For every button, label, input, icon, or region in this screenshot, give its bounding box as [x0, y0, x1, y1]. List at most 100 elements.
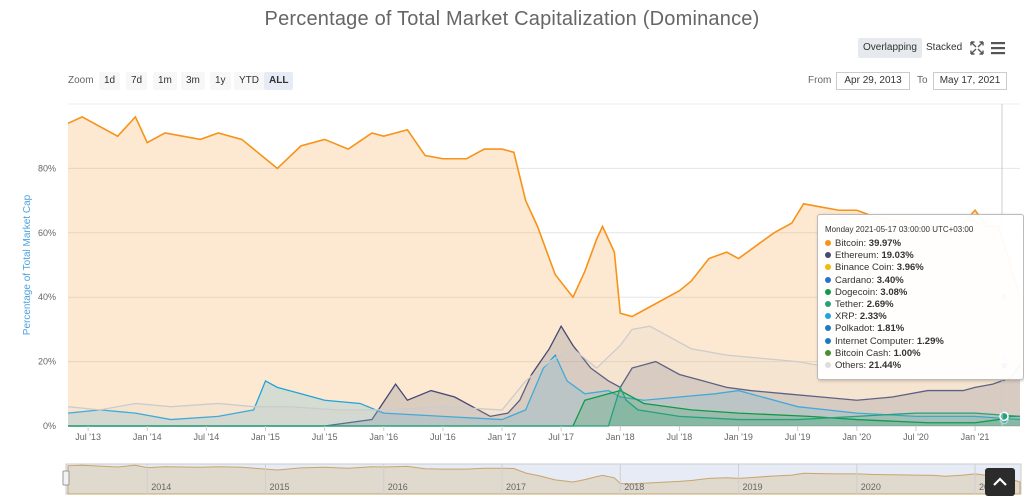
chart-tooltip: Monday 2021-05-17 03:00:00 UTC+03:00 Bit… — [817, 214, 1024, 380]
tooltip-series-value: 1.29% — [916, 335, 944, 347]
tooltip-series-value: 3.96% — [896, 262, 924, 274]
y-tick-label: 0% — [43, 421, 56, 431]
range-from-label: From — [808, 75, 832, 86]
tooltip-row: Polkadot: 1.81% — [825, 323, 904, 334]
expand-icon[interactable] — [968, 39, 986, 57]
series-dot-icon — [825, 276, 831, 283]
x-tick-label: Jul '20 — [903, 432, 929, 442]
tooltip-series-value: 21.44% — [868, 360, 902, 371]
tooltip-series-name: XRP: — [835, 311, 860, 323]
zoom-all-button[interactable]: ALL — [264, 72, 294, 90]
zoom-label: Zoom — [68, 75, 94, 86]
series-dot-icon — [825, 325, 831, 332]
tooltip-row: Others: 21.44% — [825, 360, 901, 371]
x-tick-label: Jan '19 — [724, 432, 753, 442]
x-tick-label: Jan '17 — [488, 432, 517, 442]
range-to-label: To — [917, 75, 928, 86]
tooltip-row: Binance Coin: 3.96% — [825, 262, 924, 273]
tooltip-series-name: Tether: — [835, 299, 867, 310]
ethereum-area — [68, 326, 1020, 426]
tooltip-row: Dogecoin: 3.08% — [825, 287, 907, 298]
tooltip-series-name: Polkadot: — [835, 323, 878, 335]
zoom-1y-button[interactable]: 1y — [210, 72, 231, 90]
tooltip-series-name: Cardano: — [835, 274, 877, 286]
y-tick-label: 80% — [38, 163, 56, 173]
tooltip-row: XRP: 2.33% — [825, 311, 887, 322]
tooltip-row: Tether: 2.69% — [825, 299, 894, 310]
x-tick-label: Jul '19 — [785, 432, 811, 442]
tooltip-row: Ethereum: 19.03% — [825, 250, 914, 261]
tooltip-series-value: 39.97% — [868, 238, 902, 249]
navigator-tick-label: 2017 — [506, 482, 526, 492]
x-tick-label: Jul '13 — [75, 432, 101, 442]
tooltip-series-name: Others: — [835, 360, 869, 371]
dogecoin-line — [68, 389, 1020, 427]
tooltip-series-name: Bitcoin: — [835, 238, 869, 249]
tooltip-series-name: Binance Coin: — [835, 262, 897, 274]
series-dot-icon — [825, 252, 831, 259]
tooltip-row: Bitcoin: 39.97% — [825, 238, 901, 249]
chart-title: Percentage of Total Market Capitalizatio… — [264, 8, 760, 30]
navigator-left-handle[interactable] — [62, 470, 70, 486]
x-tick-label: Jul '16 — [430, 432, 456, 442]
y-tick-label: 20% — [38, 357, 56, 367]
tooltip-series-value: 1.00% — [893, 347, 921, 359]
tooltip-series-value: 3.40% — [876, 274, 904, 286]
x-tick-label: Jul '18 — [667, 432, 693, 442]
x-tick-label: Jul '15 — [312, 432, 338, 442]
stacked-button[interactable]: Stacked — [926, 42, 963, 53]
others-area — [68, 326, 1020, 426]
y-axis-title: Percentage of Total Market Cap — [22, 194, 33, 335]
zoom-1d-button[interactable]: 1d — [99, 72, 121, 90]
series-dot-icon — [825, 288, 831, 295]
series-dot-icon — [825, 240, 831, 246]
tether-line — [68, 385, 1021, 427]
navigator-tick-label: 2018 — [624, 482, 644, 492]
navigator-series — [67, 464, 1021, 495]
navigator-tick-label: 2020 — [861, 482, 881, 492]
range-to-input[interactable]: May 17, 2021 — [933, 72, 1007, 90]
tooltip-row: Cardano: 3.40% — [825, 275, 904, 286]
x-tick-label: Jan '16 — [369, 432, 398, 442]
tether-marker — [999, 411, 1009, 422]
zoom-ytd-button[interactable]: YTD — [234, 72, 264, 90]
navigator-tick-label: 2016 — [388, 482, 408, 492]
zoom-3m-button[interactable]: 3m — [181, 72, 205, 90]
tooltip-series-value: 2.33% — [859, 311, 887, 323]
tooltip-row: Bitcoin Cash: 1.00% — [825, 348, 921, 359]
x-tick-label: Jan '18 — [606, 432, 635, 442]
series-dot-icon — [825, 362, 831, 368]
zoom-7d-button[interactable]: 7d — [126, 72, 148, 90]
chevron-up-icon[interactable] — [985, 468, 1015, 496]
zoom-1m-button[interactable]: 1m — [153, 72, 177, 90]
hamburger-menu-icon[interactable] — [989, 39, 1007, 57]
navigator-tick-label: 2015 — [269, 482, 289, 492]
series-dot-icon — [825, 313, 831, 320]
tooltip-series-name: Bitcoin Cash: — [835, 347, 894, 359]
range-from-input[interactable]: Apr 29, 2013 — [836, 72, 910, 90]
series-dot-icon — [825, 349, 831, 356]
tooltip-series-name: Ethereum: — [835, 250, 882, 262]
tooltip-series-value: 2.69% — [866, 299, 894, 310]
navigator-tick-label: 2019 — [743, 482, 763, 492]
navigator-tick-label: 2014 — [151, 482, 171, 492]
tooltip-header: Monday 2021-05-17 03:00:00 UTC+03:00 — [825, 225, 974, 234]
x-tick-label: Jan '15 — [251, 432, 280, 442]
tooltip-series-name: Dogecoin: — [835, 286, 881, 298]
x-tick-label: Jan '20 — [842, 432, 871, 442]
tooltip-row: Internet Computer: 1.29% — [825, 336, 944, 347]
tooltip-series-name: Internet Computer: — [835, 335, 917, 347]
dogecoin-area — [68, 390, 1020, 426]
x-tick-label: Jul '14 — [193, 432, 219, 442]
y-tick-label: 40% — [38, 292, 56, 302]
xrp-line — [67, 353, 1021, 421]
series-dot-icon — [825, 337, 831, 344]
tether-area — [68, 387, 1020, 426]
y-tick-label: 60% — [38, 228, 56, 238]
series-dot-icon — [825, 264, 831, 271]
overlapping-button[interactable]: Overlapping — [858, 38, 922, 58]
series-dot-icon — [825, 301, 831, 307]
tooltip-series-value: 3.08% — [880, 286, 908, 298]
tooltip-series-value: 19.03% — [881, 250, 914, 262]
